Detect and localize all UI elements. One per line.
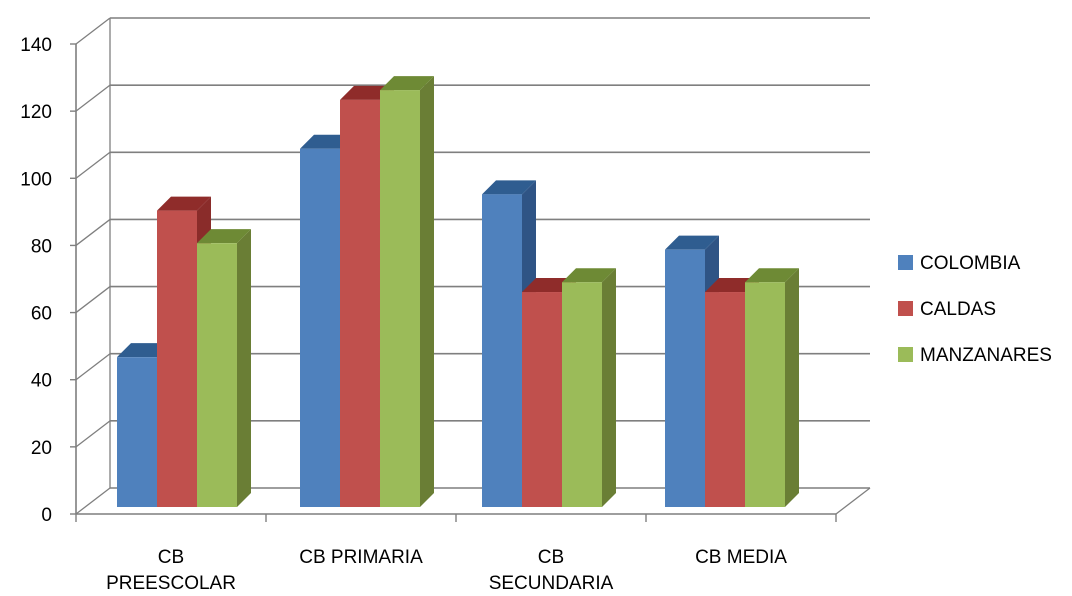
gridline-diagonal bbox=[75, 286, 111, 314]
bar-front-face bbox=[380, 90, 420, 507]
y-tick-label: 120 bbox=[20, 102, 52, 123]
x-category-label: CB bbox=[158, 547, 184, 568]
bar-front-face bbox=[705, 292, 745, 507]
gridline-diagonal bbox=[75, 17, 111, 45]
bar-side-face bbox=[785, 268, 799, 507]
gridline-diagonal bbox=[75, 487, 111, 515]
bar-manzanares-2 bbox=[562, 268, 616, 507]
gridline-diagonal bbox=[75, 84, 111, 112]
bar-side-face bbox=[237, 229, 251, 507]
bar-front-face bbox=[522, 292, 562, 507]
y-tick-label: 80 bbox=[31, 236, 52, 257]
x-category-label: CB bbox=[538, 547, 564, 568]
bar-top-face bbox=[665, 235, 719, 250]
bar-front-face bbox=[665, 249, 705, 507]
legend-label: MANZANARES bbox=[920, 345, 1052, 366]
bar-front-face bbox=[340, 99, 380, 507]
bar-top-face bbox=[482, 180, 536, 195]
y-tick-label: 40 bbox=[31, 371, 52, 392]
bar-front-face bbox=[117, 357, 157, 507]
bar-top-face bbox=[380, 76, 434, 91]
bar-top-face bbox=[745, 268, 799, 283]
y-tick-label: 0 bbox=[41, 505, 52, 526]
bar-side-face bbox=[602, 268, 616, 507]
gridline-diagonal bbox=[75, 218, 111, 246]
legend-label: COLOMBIA bbox=[920, 253, 1021, 274]
floor-right-edge bbox=[835, 487, 871, 515]
y-tick-label: 140 bbox=[20, 35, 52, 56]
legend-swatch bbox=[898, 347, 913, 362]
bar-top-face bbox=[197, 229, 251, 244]
bar-front-face bbox=[197, 243, 237, 507]
bar-side-face bbox=[420, 76, 434, 507]
bar-front-face bbox=[745, 282, 785, 507]
legend-swatch bbox=[898, 255, 913, 270]
axis-labels: 0 20 40 60 80 100 120 140 CB PREESCOLAR CB PRIMARI… bbox=[20, 35, 787, 594]
gridline-diagonal bbox=[75, 353, 111, 381]
bars bbox=[117, 76, 799, 508]
bar-top-face bbox=[157, 196, 211, 211]
bar-top-face bbox=[562, 268, 616, 283]
legend-label: CALDAS bbox=[920, 299, 996, 320]
gridline-diagonal bbox=[75, 420, 111, 448]
y-tick-label: 20 bbox=[31, 438, 52, 459]
y-tick-label: 60 bbox=[31, 304, 52, 325]
bar-manzanares-3 bbox=[745, 268, 799, 507]
x-category-label: CB PRIMARIA bbox=[299, 547, 423, 568]
bar-front-face bbox=[482, 194, 522, 508]
x-category-label: CB MEDIA bbox=[695, 547, 787, 568]
axes bbox=[70, 43, 837, 522]
x-category-label: SECUNDARIA bbox=[489, 573, 614, 594]
gridline-diagonal bbox=[75, 151, 111, 179]
bar-manzanares-0 bbox=[197, 229, 251, 507]
x-category-label: PREESCOLAR bbox=[106, 573, 236, 594]
y-tick-label: 100 bbox=[20, 169, 52, 190]
bar-manzanares-1 bbox=[380, 76, 434, 507]
bar-front-face bbox=[300, 148, 340, 507]
bar-front-face bbox=[562, 282, 602, 507]
legend: COLOMBIA CALDAS MANZANARES bbox=[898, 253, 1052, 366]
legend-swatch bbox=[898, 301, 913, 316]
bar-front-face bbox=[157, 210, 197, 507]
